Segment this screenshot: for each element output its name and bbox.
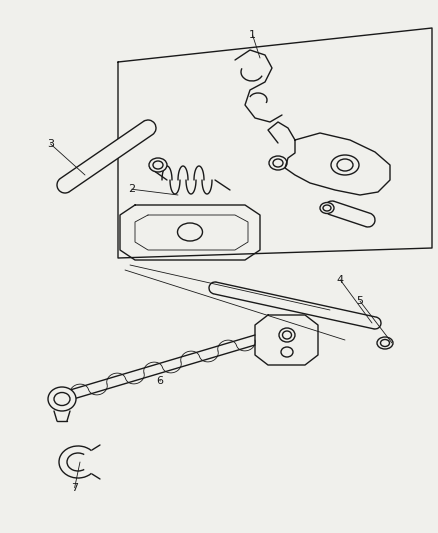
Text: 7: 7 bbox=[71, 483, 78, 492]
Ellipse shape bbox=[54, 392, 70, 406]
Polygon shape bbox=[329, 201, 369, 227]
Text: 4: 4 bbox=[336, 275, 343, 285]
Ellipse shape bbox=[322, 205, 330, 211]
Ellipse shape bbox=[272, 159, 283, 167]
Text: 6: 6 bbox=[156, 376, 163, 386]
Ellipse shape bbox=[336, 159, 352, 171]
Ellipse shape bbox=[282, 331, 291, 339]
Ellipse shape bbox=[48, 387, 76, 411]
Text: 2: 2 bbox=[128, 184, 135, 194]
Polygon shape bbox=[213, 282, 375, 329]
Ellipse shape bbox=[148, 158, 166, 172]
Ellipse shape bbox=[177, 223, 202, 241]
Ellipse shape bbox=[153, 161, 162, 169]
Ellipse shape bbox=[268, 156, 286, 170]
Ellipse shape bbox=[330, 155, 358, 175]
Ellipse shape bbox=[380, 340, 389, 346]
Ellipse shape bbox=[376, 337, 392, 349]
Ellipse shape bbox=[279, 328, 294, 342]
Ellipse shape bbox=[319, 203, 333, 214]
Text: 3: 3 bbox=[47, 139, 54, 149]
Ellipse shape bbox=[280, 347, 292, 357]
Text: 5: 5 bbox=[356, 296, 363, 306]
Polygon shape bbox=[60, 122, 152, 191]
Text: 1: 1 bbox=[248, 30, 255, 39]
